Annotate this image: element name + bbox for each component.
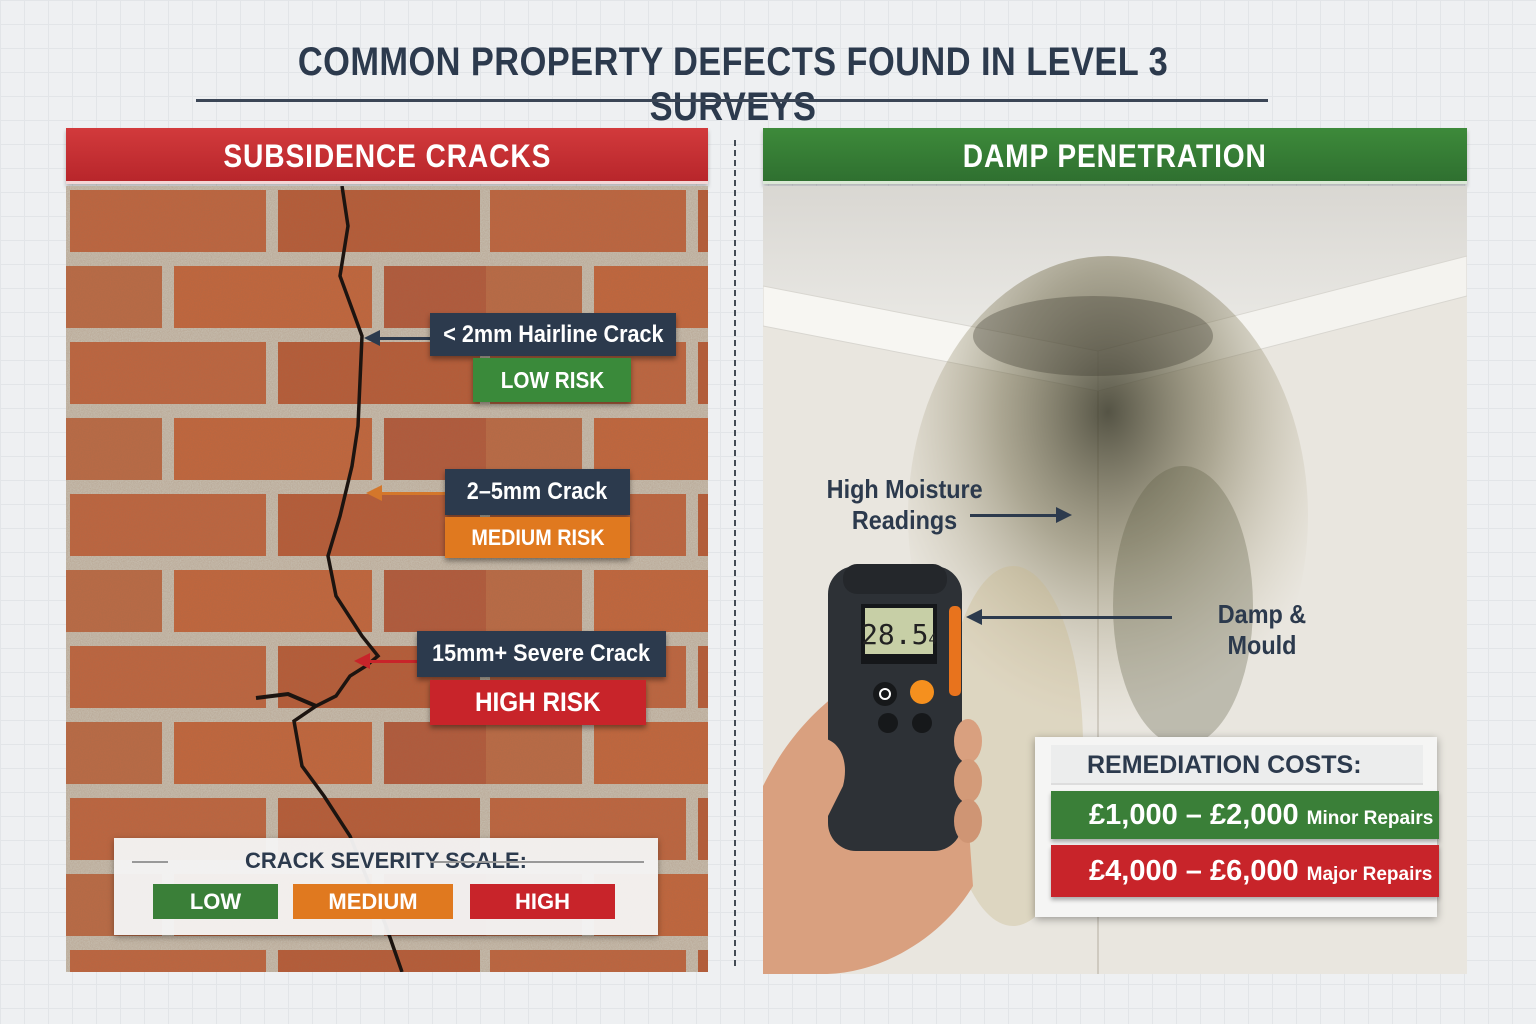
cost-desc: Minor Repairs (1306, 808, 1434, 829)
cost-amount: £4,000 – £6,000 (1089, 855, 1299, 887)
low-risk-badge: LOW RISK (473, 358, 631, 402)
scale-high: HIGH (470, 884, 615, 919)
high-moisture-label: High Moisture Readings (826, 474, 984, 535)
meter-reading: 28.54 (861, 618, 937, 651)
subsidence-heading: SUBSIDENCE CRACKS (66, 128, 708, 184)
cost-row-minor: £1,000 – £2,000 Minor Repairs (1051, 791, 1439, 839)
arrow-left-icon (354, 653, 417, 669)
cost-desc: Major Repairs (1306, 864, 1433, 885)
scale-medium: MEDIUM (293, 884, 453, 919)
crack-severity-scale: CRACK SEVERITY SCALE: LOW MEDIUM HIGH (114, 838, 658, 935)
title-underline (196, 99, 1268, 102)
arrow-left-icon (966, 609, 1172, 625)
scale-low: LOW (153, 884, 278, 919)
divider (132, 861, 168, 863)
arrow-left-icon (364, 330, 430, 346)
cost-amount: £1,000 – £2,000 (1089, 799, 1299, 831)
arrow-left-icon (366, 485, 445, 501)
panel-divider (734, 140, 736, 966)
damp-wall-image: 28.54 (763, 186, 1467, 974)
cost-row-major: £4,000 – £6,000 Major Repairs (1051, 845, 1439, 897)
remediation-costs-box: REMEDIATION COSTS: £1,000 – £2,000 Minor … (1035, 737, 1439, 917)
medium-risk-badge: MEDIUM RISK (445, 517, 630, 558)
arrow-right-icon (970, 507, 1072, 523)
medium-crack-label: 2–5mm Crack (445, 469, 630, 515)
damp-mould-label: Damp & Mould (1217, 599, 1307, 660)
high-risk-badge: HIGH RISK (430, 680, 646, 725)
damp-heading: DAMP PENETRATION (763, 128, 1467, 184)
costs-title: REMEDIATION COSTS: (1051, 745, 1423, 785)
severe-crack-label: 15mm+ Severe Crack (417, 631, 666, 677)
divider (430, 861, 644, 863)
scale-title: CRACK SEVERITY SCALE: (245, 848, 527, 873)
page-title: COMMON PROPERTY DEFECTS FOUND IN LEVEL 3… (297, 40, 1169, 129)
hairline-crack-label: < 2mm Hairline Crack (430, 313, 676, 356)
